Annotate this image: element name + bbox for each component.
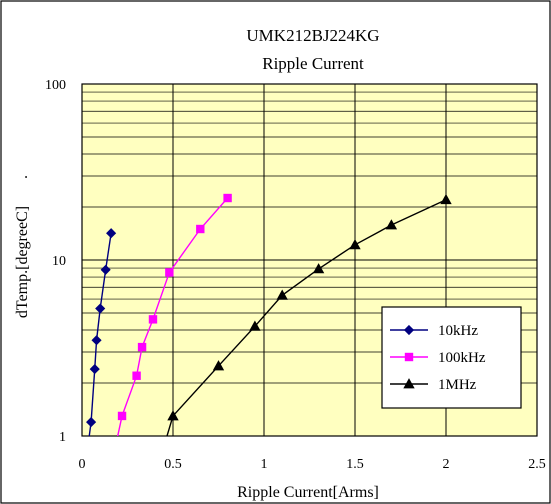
chart-title: UMK212BJ224KG <box>246 26 379 45</box>
data-point <box>89 364 100 375</box>
data-point <box>249 320 261 331</box>
x-tick-label: 1.5 <box>346 457 364 472</box>
series-line <box>117 197 229 436</box>
legend-label: 10kHz <box>438 323 478 339</box>
x-tick-label: 1 <box>261 457 268 472</box>
data-point <box>440 193 452 205</box>
data-point <box>86 416 97 428</box>
tick-labels: 0 0.5 1 1.5 2 2.5 1 10 100 <box>45 78 546 472</box>
legend: 10kHz 100kHz 1MHz <box>381 306 522 409</box>
data-point <box>91 335 102 346</box>
data-point <box>276 289 288 300</box>
legend-item: 100kHz <box>390 350 486 366</box>
y-axis-label: dTemp.[degreeC] <box>14 206 31 318</box>
legend-marker <box>403 324 415 336</box>
data-point <box>223 193 232 203</box>
x-tick-label: 0.5 <box>164 457 182 472</box>
chart-subtitle: Ripple Current <box>262 54 364 73</box>
data-point <box>117 411 127 421</box>
legend-marker <box>404 352 414 362</box>
series-100kHz <box>117 193 232 436</box>
data-point <box>100 264 111 275</box>
x-tick-label: 2.5 <box>528 457 546 472</box>
y-tick-label: 100 <box>45 78 66 93</box>
series-layer <box>86 193 452 436</box>
y-tick-label: 1 <box>59 430 66 445</box>
data-point <box>196 224 205 234</box>
data-point <box>385 219 398 230</box>
y-tick-label: 10 <box>52 254 66 269</box>
legend-marker <box>403 378 415 389</box>
legend-item: 1MHz <box>390 377 477 393</box>
data-point <box>132 371 141 380</box>
data-point <box>106 228 117 239</box>
x-tick-label: 0 <box>79 457 86 472</box>
y-axis-label-suffix: . <box>14 175 31 179</box>
data-point <box>165 268 174 277</box>
data-point <box>349 238 361 250</box>
legend-label: 100kHz <box>438 350 486 366</box>
data-point <box>212 360 225 371</box>
series-10kHz <box>86 228 117 436</box>
data-point <box>167 410 179 421</box>
data-point <box>312 263 325 274</box>
data-point <box>137 342 147 352</box>
series-1MHz <box>166 193 452 436</box>
x-tick-label: 2 <box>443 457 450 472</box>
legend-label: 1MHz <box>438 377 477 393</box>
legend-item: 10kHz <box>390 323 478 339</box>
data-point <box>148 315 158 324</box>
data-point <box>95 303 106 314</box>
x-axis-label: Ripple Current[Arms] <box>237 484 379 501</box>
